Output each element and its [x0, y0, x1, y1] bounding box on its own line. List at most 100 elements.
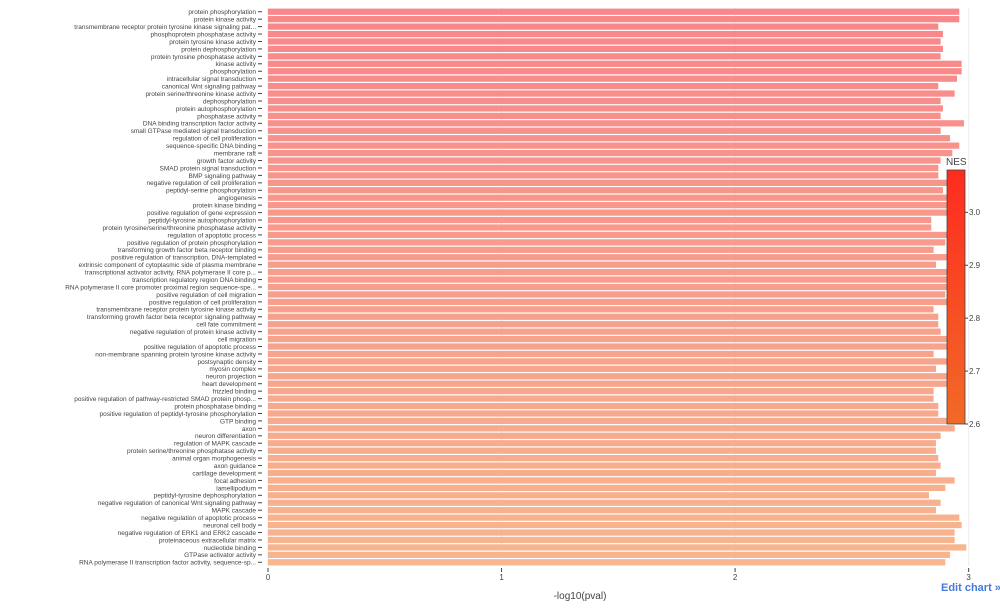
bar[interactable]	[268, 202, 957, 209]
bar[interactable]	[268, 216, 932, 224]
category-label: myosin complex	[209, 366, 256, 373]
category-label: kinase activity	[216, 61, 257, 68]
bar[interactable]	[268, 112, 941, 120]
bar[interactable]	[268, 365, 936, 372]
category-label: negative regulation of cell proliferatio…	[147, 180, 257, 187]
bar[interactable]	[268, 127, 941, 134]
bar[interactable]	[268, 402, 939, 410]
bar[interactable]	[268, 373, 955, 380]
bar[interactable]	[268, 90, 955, 97]
bar[interactable]	[268, 358, 948, 365]
bar[interactable]	[268, 454, 939, 462]
bar[interactable]	[268, 521, 962, 529]
bar[interactable]	[268, 462, 941, 469]
bar[interactable]	[268, 447, 936, 454]
bar[interactable]	[268, 432, 941, 439]
category-label: growth factor activity	[197, 158, 257, 165]
bar[interactable]	[268, 559, 946, 566]
edit-chart-link[interactable]: Edit chart »	[941, 582, 1000, 594]
category-label: BMP signaling pathway	[189, 173, 257, 180]
bar[interactable]	[268, 82, 939, 90]
category-label: neuronal cell body	[203, 522, 257, 529]
category-label: cartilage development	[192, 470, 256, 477]
category-label: positive regulation of pathway-restricte…	[74, 396, 256, 403]
bar[interactable]	[268, 469, 936, 477]
category-label: positive regulation of apoptotic process	[144, 344, 257, 351]
bar[interactable]	[268, 60, 962, 67]
bar[interactable]	[268, 276, 948, 283]
category-label: positive regulation of cell proliferatio…	[149, 299, 256, 306]
bar[interactable]	[268, 179, 955, 186]
bar[interactable]	[268, 514, 960, 521]
bar[interactable]	[268, 551, 950, 558]
category-label: extrinsic component of cytoplasmic side …	[79, 262, 257, 269]
bar[interactable]	[268, 268, 953, 276]
category-label: transcriptional activator activity, RNA …	[85, 270, 256, 277]
bar[interactable]	[268, 105, 943, 112]
bar[interactable]	[268, 492, 929, 499]
bar[interactable]	[268, 38, 941, 45]
colorbar-tick-label: 2.9	[969, 261, 981, 270]
bar[interactable]	[268, 283, 955, 291]
bar[interactable]	[268, 507, 936, 514]
bar[interactable]	[268, 254, 960, 261]
bar[interactable]	[268, 425, 955, 432]
bar[interactable]	[268, 440, 936, 447]
bar[interactable]	[268, 477, 955, 484]
bar[interactable]	[268, 410, 939, 417]
category-label: regulation of cell proliferation	[173, 136, 256, 143]
category-label: protein tyrosine kinase activity	[169, 39, 256, 46]
bar[interactable]	[268, 142, 960, 149]
bar[interactable]	[268, 68, 962, 75]
bar[interactable]	[268, 298, 957, 306]
bar[interactable]	[268, 224, 932, 231]
bar[interactable]	[268, 380, 948, 387]
bar[interactable]	[268, 172, 939, 179]
bar[interactable]	[268, 149, 953, 157]
bar[interactable]	[268, 544, 967, 551]
bar[interactable]	[268, 246, 934, 253]
bar[interactable]	[268, 291, 946, 298]
bar[interactable]	[268, 328, 941, 335]
bar[interactable]	[268, 231, 950, 239]
bar[interactable]	[268, 53, 941, 60]
bar[interactable]	[268, 187, 943, 194]
bar[interactable]	[268, 75, 957, 82]
bar[interactable]	[268, 343, 955, 350]
bar[interactable]	[268, 350, 934, 358]
bar[interactable]	[268, 157, 941, 164]
bar[interactable]	[268, 194, 948, 201]
bar[interactable]	[268, 388, 934, 395]
category-label: animal organ morphogenesis	[172, 456, 257, 463]
bar[interactable]	[268, 30, 943, 38]
bar[interactable]	[268, 120, 964, 127]
category-label: peptidyl-tyrosine dephosphorylation	[154, 493, 257, 500]
bar[interactable]	[268, 335, 948, 343]
bar[interactable]	[268, 536, 955, 544]
bar[interactable]	[268, 529, 955, 536]
bar[interactable]	[268, 499, 941, 506]
bar[interactable]	[268, 261, 936, 268]
bar[interactable]	[268, 313, 939, 320]
bar[interactable]	[268, 8, 960, 15]
bar[interactable]	[268, 164, 939, 172]
bar[interactable]	[268, 484, 946, 492]
bar[interactable]	[268, 16, 960, 23]
bar[interactable]	[268, 209, 955, 216]
bar[interactable]	[268, 23, 939, 30]
bar[interactable]	[268, 45, 943, 53]
bar[interactable]	[268, 417, 955, 425]
bar[interactable]	[268, 239, 946, 246]
bar[interactable]	[268, 395, 934, 402]
x-tick-label: 2	[733, 573, 738, 582]
bar[interactable]	[268, 321, 939, 328]
bar[interactable]	[268, 306, 934, 313]
x-axis-title: -log10(pval)	[554, 591, 607, 602]
category-label: regulation of apoptotic process	[167, 232, 256, 239]
category-label: heart development	[202, 381, 256, 388]
category-label: membrane raft	[214, 150, 256, 157]
bar[interactable]	[268, 135, 950, 142]
bar[interactable]	[268, 97, 941, 105]
category-label: protein kinase binding	[193, 203, 257, 210]
category-label: phosphatase activity	[197, 113, 257, 120]
